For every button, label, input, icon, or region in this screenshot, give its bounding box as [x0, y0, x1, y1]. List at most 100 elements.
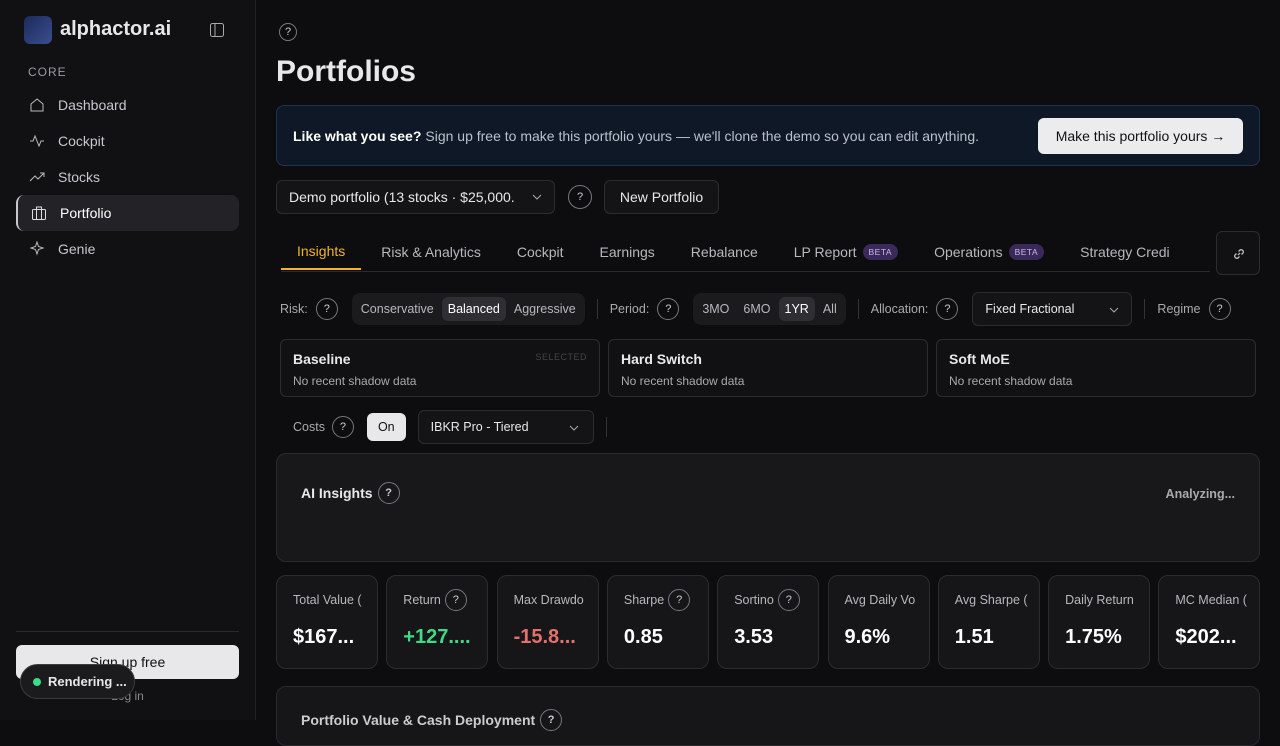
badge: BETA	[1008, 244, 1045, 260]
regime-label: Regime	[1157, 302, 1201, 316]
metric-label: Sortino?	[734, 589, 802, 611]
nav-item[interactable]: Portfolio	[16, 195, 239, 231]
metric-label: MC Median (	[1175, 592, 1247, 608]
metric-value: 3.53	[734, 626, 774, 648]
metric-value: 1.75%	[1065, 626, 1122, 648]
tab-label: Strategy Credi	[1080, 244, 1170, 260]
select-value: Demo portfolio (13 stocks · $25,000.	[289, 189, 515, 205]
strategy-name: Baseline	[293, 351, 351, 367]
allocation-select[interactable]: Fixed Fractional	[972, 292, 1133, 326]
link-button[interactable]	[1216, 231, 1260, 275]
allocation-label: Allocation:	[870, 302, 929, 316]
strategy-name: Hard Switch	[621, 351, 702, 367]
metric-card: Daily Return 1.75%	[1048, 575, 1151, 669]
help-button[interactable]: ?	[540, 709, 563, 731]
strategy-card[interactable]: Baseline SELECTED No recent shadow data	[280, 339, 600, 397]
help-button[interactable]: ?	[568, 185, 592, 209]
option[interactable]: 1YR	[778, 297, 815, 321]
option[interactable]: 6MO	[743, 302, 771, 316]
option[interactable]: Aggressive	[513, 302, 576, 316]
tab[interactable]: Risk & Analytics	[361, 234, 497, 270]
metric-card: Avg Sharpe ( 1.51	[937, 575, 1040, 669]
nav-label: Genie	[58, 241, 96, 257]
help-button[interactable]: ?	[444, 589, 467, 611]
help-button[interactable]: ?	[377, 482, 400, 504]
tab[interactable]: Operations BETA	[914, 234, 1060, 270]
tab[interactable]: Earnings	[580, 234, 671, 270]
strategy-card[interactable]: Hard Switch No recent shadow data	[608, 339, 928, 397]
toast: Rendering ...	[20, 664, 135, 699]
costs-toggle[interactable]: On	[366, 413, 406, 441]
divider	[857, 299, 859, 319]
nav-item[interactable]: Cockpit	[16, 123, 239, 159]
nav-label: Cockpit	[58, 133, 105, 149]
metric-label: Sharpe?	[624, 589, 692, 611]
metric-name: Total Value (	[293, 593, 362, 607]
chart-panel: Portfolio Value & Cash Deployment?	[276, 686, 1260, 746]
nav-label: Portfolio	[60, 205, 112, 221]
tab[interactable]: Strategy Credi	[1060, 234, 1185, 270]
option[interactable]: Conservative	[360, 302, 434, 316]
help-button[interactable]: ?	[936, 298, 959, 320]
help-button[interactable]: ?	[331, 416, 354, 438]
cta-button[interactable]: Make this portfolio yours →	[1038, 118, 1243, 154]
metric-card: Max Drawdo -15.8...	[496, 575, 599, 669]
risk-label: Risk:	[280, 302, 308, 316]
tab[interactable]: Insights	[281, 234, 362, 270]
costs-row: Costs ? On IBKR Pro - Tiered	[293, 410, 619, 444]
metric-name: Return	[403, 593, 441, 607]
collapse-button[interactable]	[209, 22, 225, 38]
banner: Like what you see? Sign up free to make t…	[276, 105, 1260, 166]
metric-value: 9.6%	[844, 626, 891, 648]
help-button[interactable]: ?	[777, 589, 800, 611]
tab-label: Operations	[934, 244, 1003, 260]
metric-label: Avg Sharpe (	[955, 592, 1028, 608]
metric-label: Return?	[403, 589, 471, 611]
nav-item[interactable]: Genie	[16, 231, 239, 267]
section-label: CORE	[28, 65, 67, 79]
nav-item[interactable]: Dashboard	[16, 87, 239, 123]
metric-card: Total Value ($167...	[276, 575, 378, 669]
nav-label: Dashboard	[58, 97, 127, 113]
tab[interactable]: LP Report BETA	[774, 234, 914, 270]
metric-value: 0.85	[623, 626, 663, 648]
insights-title: AI Insights	[301, 485, 373, 501]
help-button[interactable]: ?	[1208, 298, 1231, 320]
nav-item[interactable]: Stocks	[16, 159, 239, 195]
divider	[1144, 299, 1146, 319]
nav-label: Stocks	[58, 169, 101, 185]
help-button[interactable]: ?	[315, 298, 338, 320]
brand[interactable]: alphactor.ai	[60, 18, 172, 40]
new-portfolio-button[interactable]: New Portfolio	[604, 180, 719, 214]
strategy-card[interactable]: Soft MoE No recent shadow data	[936, 339, 1256, 397]
strategy-status: No recent shadow data	[293, 374, 417, 388]
status-dot	[33, 677, 41, 686]
divider	[596, 299, 598, 319]
strategy-status: No recent shadow data	[949, 374, 1073, 388]
metric-name: Sortino	[734, 593, 774, 607]
strategy-status: No recent shadow data	[621, 374, 745, 388]
divider	[605, 417, 607, 437]
tab[interactable]: Cockpit	[497, 234, 580, 270]
option[interactable]: Balanced	[441, 297, 506, 321]
metric-card: Sortino? 3.53	[717, 575, 820, 669]
help-button[interactable]: ?	[279, 23, 297, 41]
metric-label: Total Value (	[293, 592, 362, 608]
badge: BETA	[862, 244, 899, 260]
metric-value: 1.51	[954, 626, 994, 648]
divider	[16, 631, 239, 632]
page-title: Portfolios	[276, 55, 416, 88]
metric-name: Daily Return	[1065, 593, 1134, 607]
tab[interactable]: Rebalance	[671, 234, 774, 270]
option[interactable]: All	[822, 302, 837, 316]
help-button[interactable]: ?	[657, 298, 680, 320]
help-button[interactable]: ?	[668, 589, 691, 611]
portfolio-select[interactable]: Demo portfolio (13 stocks · $25,000.	[276, 180, 555, 214]
period-options: 3MO 6MO 1YR All	[693, 293, 846, 325]
tab-label: Rebalance	[690, 244, 758, 260]
broker-select[interactable]: IBKR Pro - Tiered	[417, 410, 594, 444]
metric-name: Avg Daily Vo	[844, 593, 916, 607]
option[interactable]: 3MO	[702, 302, 730, 316]
tab-label: Insights	[297, 243, 346, 259]
tab-label: LP Report	[793, 244, 857, 260]
